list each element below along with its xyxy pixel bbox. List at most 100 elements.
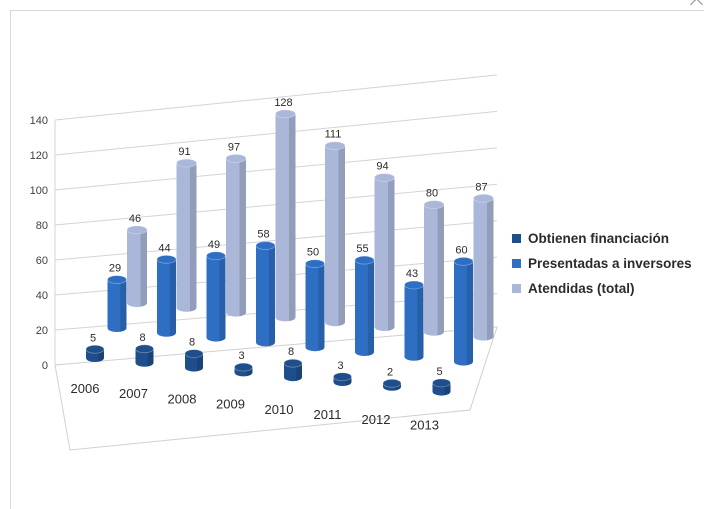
data-label: 49 xyxy=(208,239,220,251)
floor-plane xyxy=(54,326,498,451)
bar xyxy=(156,254,177,337)
bar xyxy=(432,378,451,396)
bar-body xyxy=(374,177,395,331)
bar xyxy=(305,259,325,352)
bar-top xyxy=(126,225,148,235)
data-label: 128 xyxy=(274,97,292,109)
bar-top xyxy=(135,344,154,354)
data-label: 8 xyxy=(139,332,145,344)
bar-top xyxy=(354,255,375,265)
bar xyxy=(283,358,303,382)
x-tick-label: 2009 xyxy=(216,397,245,412)
bar-top xyxy=(432,378,451,388)
data-label: 8 xyxy=(288,346,294,358)
data-label: 111 xyxy=(325,129,342,141)
data-label: 43 xyxy=(406,268,418,280)
bar xyxy=(234,362,253,377)
bar-body xyxy=(176,163,197,312)
y-tick-label: 120 xyxy=(30,150,48,162)
bar xyxy=(333,372,352,386)
bar-shade xyxy=(147,348,154,367)
bar-top xyxy=(255,241,276,250)
bar-body xyxy=(305,263,325,352)
bar-body xyxy=(157,259,176,337)
bar xyxy=(135,344,154,367)
bar xyxy=(374,173,395,331)
y-tick-label: 40 xyxy=(36,290,48,302)
chart-floor xyxy=(54,326,498,451)
bar-shade xyxy=(197,353,203,372)
bar-body xyxy=(135,348,154,367)
data-label: 80 xyxy=(426,188,438,200)
gridline xyxy=(54,74,498,121)
bar-shade xyxy=(296,363,302,381)
bar-body xyxy=(325,145,345,327)
bar xyxy=(354,255,375,356)
bar xyxy=(176,158,197,312)
bar-shade xyxy=(437,204,444,336)
bar-top xyxy=(206,251,226,261)
legend-label: Presentadas a inversores xyxy=(528,256,692,271)
bar-shade xyxy=(169,259,176,337)
bar-shade xyxy=(239,158,246,317)
bar xyxy=(324,141,346,327)
bar-shade xyxy=(487,198,494,341)
bar xyxy=(255,241,276,347)
bar-top xyxy=(305,259,325,269)
bar-body xyxy=(185,353,203,372)
legend-swatch xyxy=(512,259,521,268)
x-tick-label: 2010 xyxy=(265,402,294,417)
data-label: 2 xyxy=(387,366,393,378)
x-axis-ticks: 2006 2007 2008 2009 2010 2011 2012 2013 xyxy=(71,381,439,432)
bar-top xyxy=(176,158,197,168)
bar-top xyxy=(107,275,127,284)
bar-top xyxy=(225,153,247,163)
bar xyxy=(126,225,148,307)
bar-body xyxy=(404,284,424,361)
data-label: 94 xyxy=(376,161,388,173)
bar xyxy=(473,193,494,341)
bar-top xyxy=(374,173,395,182)
bar-body xyxy=(256,245,275,347)
bar-top xyxy=(283,358,303,368)
y-tick-label: 20 xyxy=(36,325,48,337)
x-tick-label: 2006 xyxy=(71,381,100,396)
frame-left-border xyxy=(10,10,11,509)
bar-body xyxy=(275,113,296,322)
bar-shade xyxy=(140,229,147,307)
data-label: 55 xyxy=(356,243,368,255)
data-label: 58 xyxy=(257,229,269,241)
bar-top xyxy=(423,200,445,210)
data-label: 5 xyxy=(436,366,442,378)
x-tick-label: 2011 xyxy=(314,407,342,422)
bar-top xyxy=(85,344,105,354)
legend-swatch xyxy=(512,234,521,243)
bar-shade xyxy=(466,261,473,366)
bar-shade xyxy=(318,263,325,351)
bar xyxy=(225,153,247,317)
bar xyxy=(85,344,105,362)
y-tick-label: 100 xyxy=(30,185,48,197)
legend-label: Obtienen financiación xyxy=(528,231,670,246)
bars xyxy=(85,109,494,396)
bar-body xyxy=(127,229,147,307)
y-tick-label: 0 xyxy=(42,360,48,372)
bar-top xyxy=(473,193,494,203)
x-tick-label: 2008 xyxy=(168,391,197,406)
legend: Obtienen financiación Presentadas a inve… xyxy=(512,226,692,301)
frame-top-border xyxy=(10,10,704,11)
bar-body xyxy=(355,260,374,356)
bar-shade xyxy=(289,113,296,321)
data-label: 46 xyxy=(129,213,141,225)
bar-top xyxy=(382,378,402,388)
bar xyxy=(423,200,445,336)
bar-body xyxy=(424,204,444,336)
data-label: 5 xyxy=(90,332,96,344)
bar-shade xyxy=(367,260,374,356)
bar xyxy=(107,275,127,332)
data-label: 44 xyxy=(158,242,170,254)
bar xyxy=(453,256,474,366)
bar-shade xyxy=(219,255,226,342)
bar-top xyxy=(324,141,346,151)
